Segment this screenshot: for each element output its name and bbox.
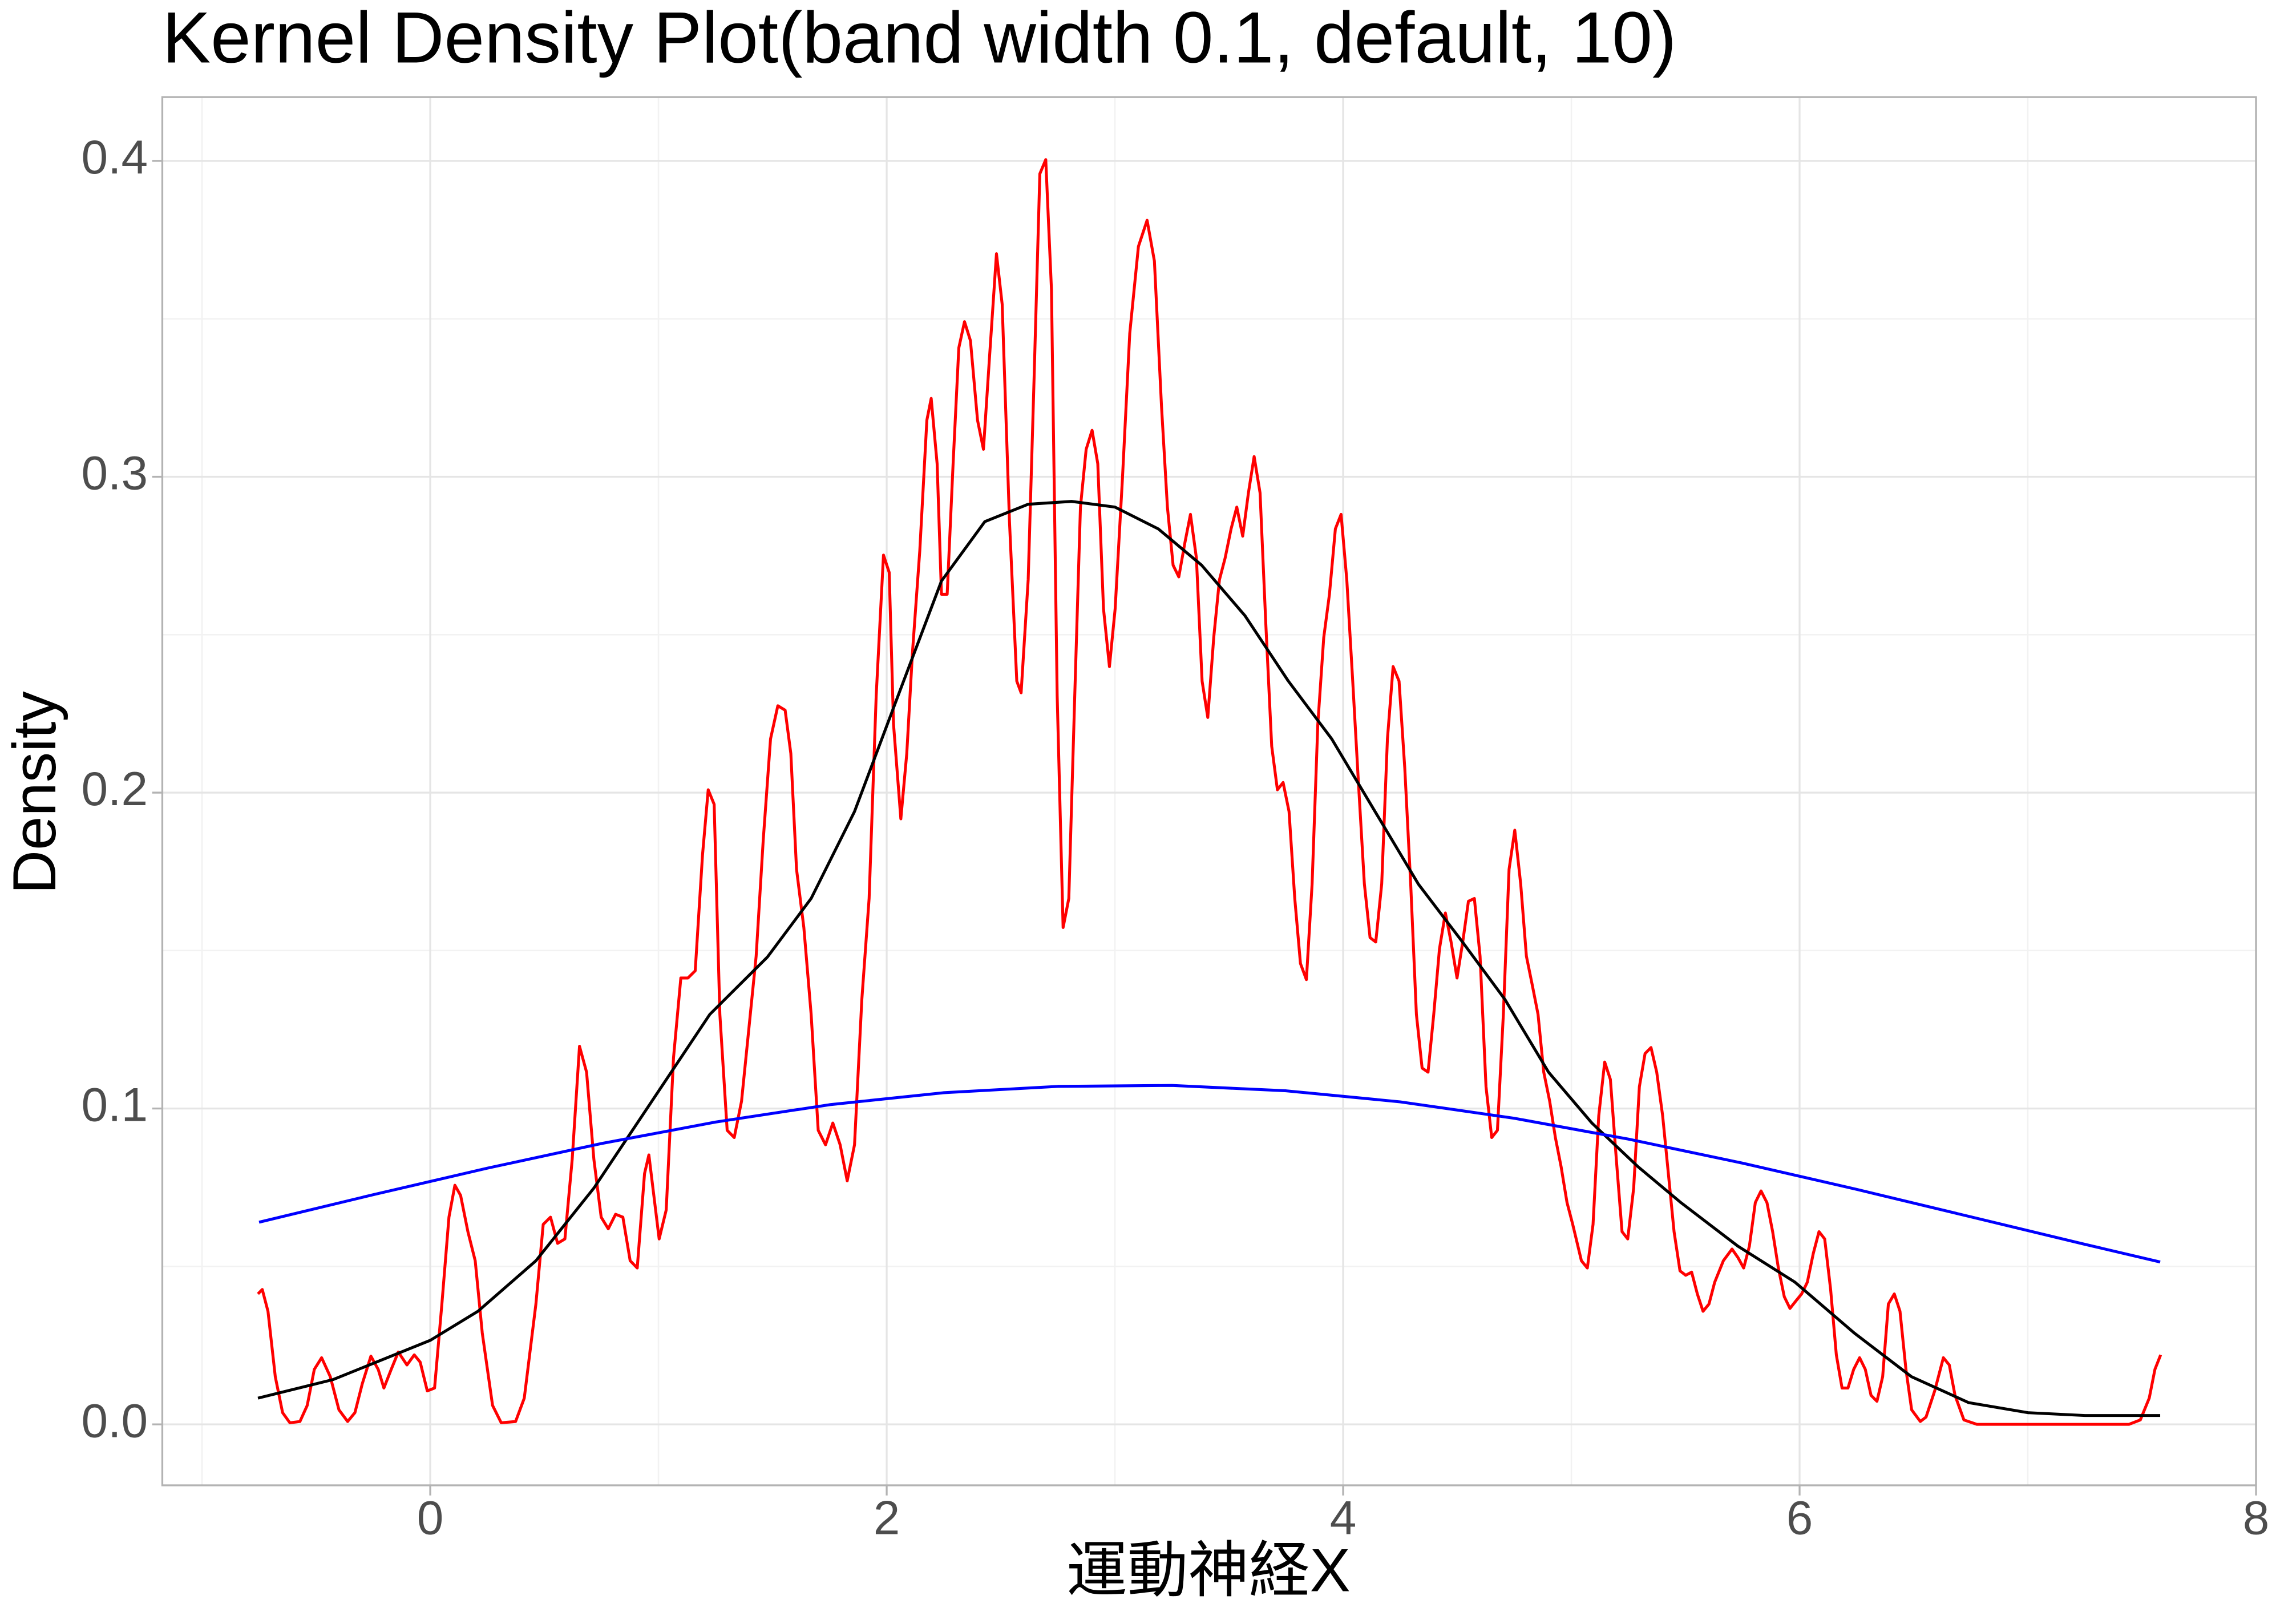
y-tick-label: 0.1	[82, 1078, 148, 1132]
x-tick-label: 6	[1786, 1491, 1813, 1545]
x-tick-label: 4	[1330, 1491, 1357, 1545]
chart-title: Kernel Density Plot(band width 0.1, defa…	[162, 0, 1676, 78]
y-tick-label: 0.0	[82, 1393, 148, 1447]
y-tick-label: 0.2	[82, 762, 148, 815]
y-axis-title: Density	[0, 691, 68, 894]
x-tick-label: 8	[2243, 1491, 2270, 1545]
density-line	[257, 158, 2162, 1426]
x-tick-label: 2	[874, 1491, 900, 1545]
y-tick-label: 0.3	[82, 446, 148, 500]
density-line	[257, 500, 2161, 1417]
x-axis-title: 運動神経X	[1066, 1536, 1351, 1605]
density-line	[258, 1084, 2161, 1264]
y-tick-label: 0.4	[82, 130, 148, 184]
x-tick-label: 0	[417, 1491, 444, 1545]
plot-border	[161, 96, 2257, 1486]
